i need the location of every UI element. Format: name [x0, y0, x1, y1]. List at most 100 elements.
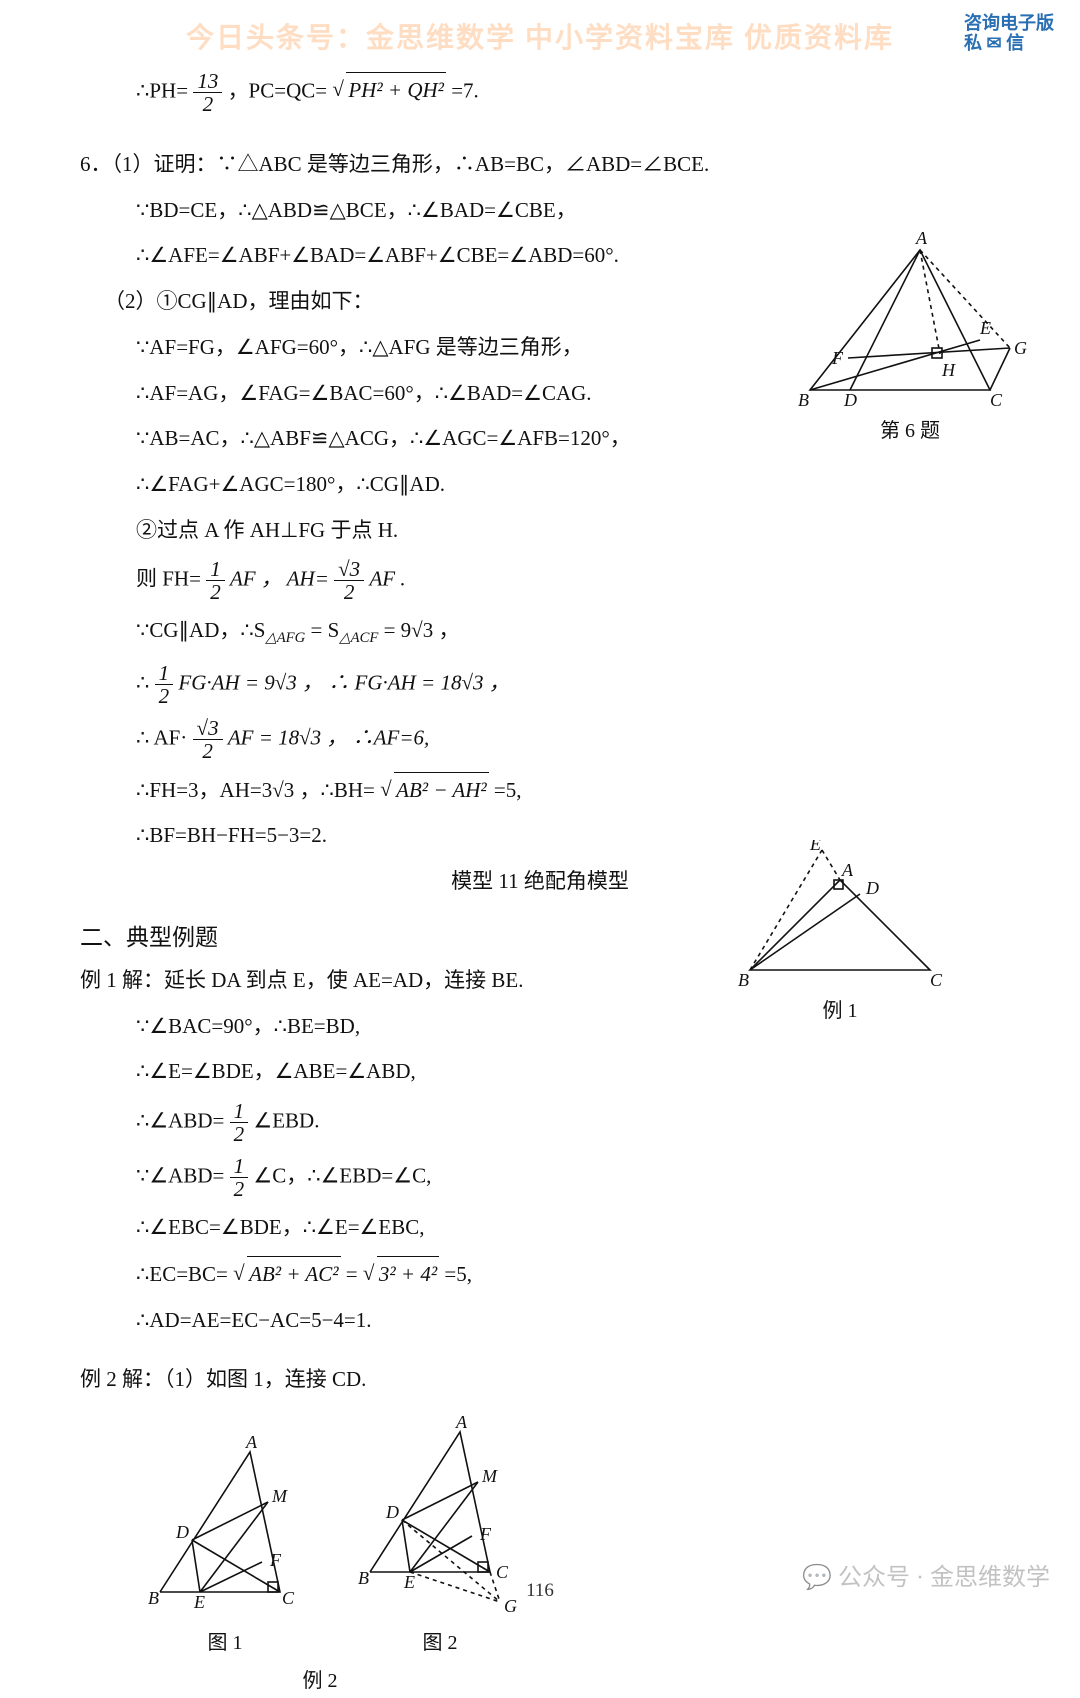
sqrt: PH² + QH²: [332, 72, 446, 109]
cap: 例 2: [140, 1664, 500, 1698]
p6-12: ∴ 1 2 FG·AH = 9√3 ， ∴ FG·AH = 18√3 ，: [80, 662, 1000, 707]
t: ∴∠ABD=: [136, 1108, 224, 1132]
t: AF .: [369, 567, 405, 591]
svg-text:D: D: [175, 1522, 189, 1542]
rad: AB² + AC²: [247, 1256, 340, 1293]
n: 1: [230, 1100, 249, 1123]
p6-10: 则 FH= 1 2 AF ， AH= √3 2 AF .: [80, 558, 1000, 603]
line-ph: ∴PH= 13 2 ，PC=QC= PH² + QH² =7.: [80, 70, 1000, 115]
svg-text:D: D: [865, 878, 879, 898]
svg-text:A: A: [455, 1412, 468, 1432]
t: FG·AH = 9√3 ， ∴ FG·AH = 18√3 ，: [178, 670, 509, 694]
n: √3: [193, 717, 223, 740]
cap: 图 2: [350, 1626, 530, 1660]
frac-13-2: 13 2: [193, 70, 222, 115]
t: ，PC=QC=: [228, 78, 328, 102]
sub: △AFG: [265, 631, 305, 647]
frac-r3-2: √3 2: [334, 558, 364, 603]
sqrt: 3² + 4²: [363, 1256, 439, 1293]
svg-text:C: C: [990, 390, 1003, 410]
rad: 3² + 4²: [377, 1256, 439, 1293]
e1-6: ∴EC=BC= AB² + AC² = 3² + 4² =5,: [80, 1256, 1000, 1293]
n: 1: [206, 558, 225, 581]
t: ∠EBD.: [253, 1108, 319, 1132]
d: 2: [155, 685, 174, 707]
e1-7: ∴AD=AE=EC−AC=5−4=1.: [80, 1303, 1000, 1339]
d: 2: [193, 93, 222, 115]
cap: 图 1: [140, 1626, 310, 1660]
svg-text:B: B: [738, 970, 749, 990]
d: 2: [230, 1178, 249, 1200]
t: ∵∠ABD=: [136, 1163, 224, 1187]
svg-text:D: D: [385, 1502, 399, 1522]
n: 1: [155, 662, 174, 685]
svg-text:F: F: [269, 1550, 282, 1570]
p6-8: ∴∠FAG+∠AGC=180°，∴CG∥AD.: [80, 467, 1000, 503]
watermark-bottom: 💬 公众号 · 金思维数学: [802, 1557, 1050, 1592]
frac-1-2a: 1 2: [206, 558, 225, 603]
p6-11: ∵CG∥AD，∴S△AFG = S△ACF = 9√3 ，: [80, 613, 1000, 651]
n: √3: [334, 558, 364, 581]
e2-0: 例 2 解：（1）如图 1，连接 CD.: [80, 1362, 1000, 1398]
t: AF = 18√3 ， ∴AF=6,: [228, 725, 429, 749]
svg-text:D: D: [843, 390, 857, 410]
svg-text:A: A: [245, 1432, 258, 1452]
t: =5,: [494, 778, 522, 802]
t: = S: [311, 618, 340, 642]
p6-2: ∵BD=CE，∴△ABD≌△BCE，∴∠BAD=∠CBE，: [80, 193, 1000, 229]
t: ∴: [136, 670, 149, 694]
svg-text:H: H: [941, 360, 956, 380]
fig-e2: A B C D E F M 图 1: [140, 1412, 1000, 1698]
svg-text:B: B: [798, 390, 809, 410]
cap: 例 1: [730, 994, 950, 1023]
t: = 9√3 ，: [384, 618, 460, 642]
wm-r1: 咨询电子版: [964, 14, 1054, 34]
svg-text:A: A: [841, 860, 854, 880]
fig-e2-2: A B C D E F M G 图 2: [350, 1412, 530, 1660]
d: 2: [206, 581, 225, 603]
sqrt: AB² − AH²: [380, 772, 489, 809]
t: ∵CG∥AD，∴S: [136, 618, 265, 642]
svg-text:A: A: [915, 230, 928, 248]
rad: PH² + QH²: [346, 72, 446, 109]
e1-3: ∴∠ABD= 1 2 ∠EBD.: [80, 1100, 1000, 1145]
d: 2: [193, 740, 223, 762]
cap: 第 6 题: [790, 414, 1030, 443]
d: 2: [334, 581, 364, 603]
frac-r3-2b: √3 2: [193, 717, 223, 762]
svg-text:E: E: [809, 840, 821, 854]
t: ∴FH=3，AH=3√3 ，∴BH=: [136, 778, 375, 802]
frac: 1 2: [230, 1100, 249, 1145]
d: 2: [230, 1123, 249, 1145]
t: ∠C，∴∠EBD=∠C,: [253, 1163, 431, 1187]
t: =7.: [451, 78, 479, 102]
fig-6: A B C D E F G H 第 6 题: [790, 230, 1030, 443]
wm-r2: 私 ✉ 信: [964, 34, 1054, 54]
t: ∴ AF·: [136, 725, 187, 749]
t: =: [346, 1262, 358, 1286]
watermark-top: 今日头条号：金思维数学 中小学资料宝库 优质资料库: [0, 16, 1080, 56]
t: 则 FH=: [136, 567, 201, 591]
svg-text:E: E: [979, 318, 991, 338]
fig-e1: A B C D E 例 1: [730, 840, 950, 1023]
sub: △ACF: [339, 631, 378, 647]
svg-text:C: C: [496, 1562, 509, 1582]
t: =5,: [444, 1262, 472, 1286]
svg-text:G: G: [1014, 338, 1027, 358]
p6-13: ∴ AF· √3 2 AF = 18√3 ， ∴AF=6,: [80, 717, 1000, 762]
frac: 1 2: [230, 1155, 249, 1200]
watermark-topright: 咨询电子版 私 ✉ 信: [964, 14, 1054, 54]
t: ∴EC=BC=: [136, 1262, 228, 1286]
svg-text:F: F: [479, 1524, 492, 1544]
svg-text:C: C: [930, 970, 943, 990]
p6-1: 6．（1）证明：∵△ABC 是等边三角形，∴AB=BC，∠ABD=∠BCE.: [80, 147, 1000, 183]
p6-14: ∴FH=3，AH=3√3 ，∴BH= AB² − AH² =5,: [80, 772, 1000, 809]
t: AF ， AH=: [230, 567, 329, 591]
p6-9: ②过点 A 作 AH⊥FG 于点 H.: [80, 513, 1000, 549]
sqrt: AB² + AC²: [233, 1256, 340, 1293]
rad: AB² − AH²: [394, 772, 489, 809]
t: ∴PH=: [136, 78, 188, 102]
svg-text:F: F: [831, 348, 844, 368]
e1-5: ∴∠EBC=∠BDE，∴∠E=∠EBC,: [80, 1210, 1000, 1246]
svg-text:M: M: [481, 1466, 498, 1486]
